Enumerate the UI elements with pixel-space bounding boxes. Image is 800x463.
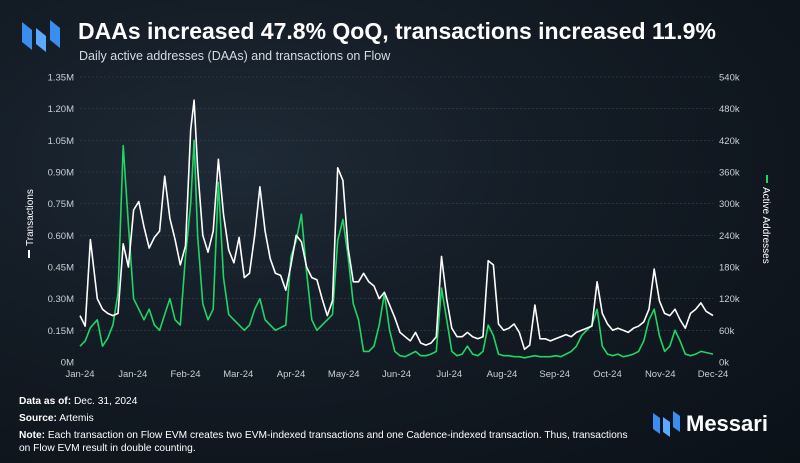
right-tick-label: 420k [719, 136, 740, 147]
left-tick-label: 1.20M [48, 104, 74, 115]
left-tick-label: 0.15M [48, 326, 74, 337]
x-tick-label: Jan-24 [65, 369, 94, 380]
chart-subtitle: Daily active addresses (DAAs) and transa… [79, 49, 391, 63]
messari-brand-icon [653, 411, 680, 437]
right-tick-label: 300k [719, 199, 740, 210]
footer-source: Source: Artemis [19, 413, 94, 424]
x-tick-label: May-24 [328, 369, 360, 380]
right-tick-label: 60k [719, 326, 735, 337]
right-axis-label: Active Addresses [760, 175, 771, 264]
left-axis-title: Transactions [25, 189, 36, 246]
right-tick-label: 540k [719, 73, 740, 84]
source-label: Source: [19, 413, 57, 424]
data-as-of-label: Data as of: [19, 396, 72, 407]
right-axis-title: Active Addresses [760, 187, 771, 264]
x-tick-label: Mar-24 [223, 369, 253, 380]
left-tick-label: 1.05M [48, 136, 74, 147]
line-chart: 0M 0.15M 0.30M 0.45M 0.60M 0.75M 0.90M 1.05M 1.2… [25, 73, 771, 381]
left-tick-label: 0.75M [48, 199, 74, 210]
left-tick-label: 1.35M [48, 73, 74, 84]
axis-labels: Transactions Active Addresses [25, 175, 771, 264]
right-tick-label: 480k [719, 104, 740, 115]
left-axis-ticks: 0M 0.15M 0.30M 0.45M 0.60M 0.75M 0.90M 1.05M 1.2… [48, 73, 74, 369]
left-tick-label: 0.90M [48, 168, 74, 179]
data-as-of-value: Dec. 31, 2024 [73, 396, 138, 407]
x-tick-label: Sep-24 [539, 369, 570, 380]
left-tick-label: 0.45M [48, 263, 74, 274]
x-tick-label: Feb-24 [170, 369, 200, 380]
series-group [79, 99, 714, 359]
x-tick-label: Jul-24 [436, 369, 462, 380]
right-tick-label: 180k [719, 263, 740, 274]
note-label: Note: [19, 430, 46, 441]
transactions-line [79, 99, 714, 351]
x-tick-label: Aug-24 [487, 369, 518, 380]
footer-note: Note: Each transaction on Flow EVM creat… [19, 430, 629, 455]
left-tick-label: 0.60M [48, 231, 74, 242]
note-value: Each transaction on Flow EVM creates two… [19, 430, 628, 454]
left-tick-label: 0M [61, 358, 74, 369]
x-tick-label: Jan-24 [118, 369, 147, 380]
x-tick-label: Apr-24 [277, 369, 306, 380]
chart-title: DAAs increased 47.8% QoQ, transactions i… [78, 18, 716, 44]
right-tick-label: 120k [719, 294, 740, 305]
brand-name: Messari [686, 411, 768, 436]
source-value: Artemis [59, 413, 94, 424]
left-tick-label: 0.30M [48, 294, 74, 305]
right-tick-label: 240k [719, 231, 740, 242]
x-tick-label: Nov-24 [645, 369, 676, 380]
footer-data-as-of: Data as of: Dec. 31, 2024 [19, 396, 137, 407]
x-axis-ticks: Jan-24 Jan-24 Feb-24 Mar-24 Apr-24 May-24 Jun-… [65, 369, 728, 380]
messari-logo-icon [22, 20, 60, 52]
left-axis-label: Transactions [25, 189, 36, 258]
brand-logo: Messari [652, 409, 782, 439]
x-tick-label: Oct-24 [593, 369, 622, 380]
right-tick-label: 0k [719, 358, 729, 369]
right-tick-label: 360k [719, 168, 740, 179]
right-axis-ticks: 0k 60k 120k 180k 240k 300k 360k 420k 480k 540k [719, 73, 740, 369]
x-tick-label: Dec-24 [698, 369, 729, 380]
gridlines [80, 76, 713, 331]
active-addresses-line [79, 139, 714, 359]
x-tick-label: Jun-24 [382, 369, 411, 380]
